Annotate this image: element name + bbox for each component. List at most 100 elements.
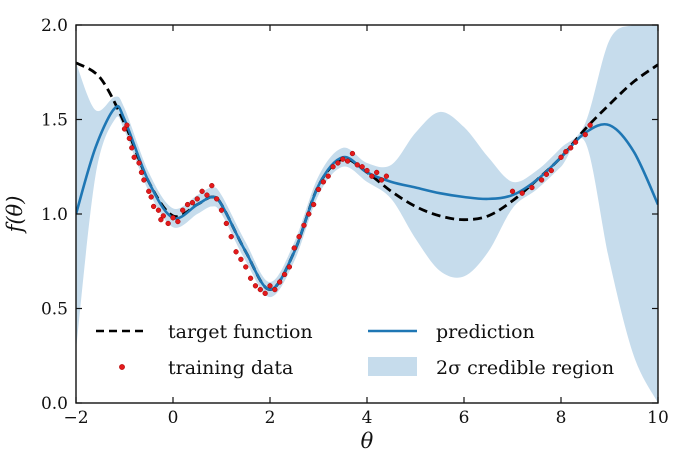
training-point [199,188,205,194]
training-point [325,173,331,179]
training-point [252,283,259,289]
training-point [349,150,356,157]
y-axis-label: f(θ) [3,196,27,235]
x-axis-label: θ [361,429,374,453]
ticks: −2 0 2 4 6 8 10 0.0 0.5 1.0 1.5 2.0 [41,16,669,428]
training-point [364,167,370,174]
training-point [194,196,200,202]
plot-clip-group [76,25,658,403]
training-point [301,222,307,228]
legend-band-label: 2σ credible region [436,357,614,379]
y-tick-label: 1.0 [41,205,68,225]
training-point [165,220,171,227]
training-point [315,186,322,193]
training-point [286,264,293,270]
training-point [378,177,385,183]
x-tick-label: −2 [63,408,88,428]
training-point [538,177,545,183]
training-point [158,217,164,223]
training-point [306,211,312,217]
x-tick-label: 6 [459,408,470,428]
training-point [572,139,579,145]
training-point [124,122,130,128]
training-point [344,158,351,164]
legend-target-label: target function [168,321,313,343]
x-tick-label: 0 [168,408,179,428]
training-point [175,218,181,225]
training-point [359,164,365,170]
training-point [519,190,525,196]
training-point [340,156,346,162]
training-point [257,286,263,293]
legend: target function training data prediction… [96,321,614,379]
training-point [129,145,135,151]
training-points [121,122,593,297]
training-point [383,173,390,179]
training-point [141,177,147,183]
training-point [558,154,564,160]
training-point [184,201,191,208]
training-point [330,164,336,170]
training-point [155,207,162,213]
x-tick-label: 10 [647,408,669,428]
y-tick-label: 2.0 [41,16,68,36]
training-point [291,245,297,251]
prediction-line [76,104,658,291]
training-point [296,234,302,240]
training-point [218,207,225,213]
x-tick-label: 4 [362,408,373,428]
y-tick-label: 0.5 [41,300,68,320]
training-point [180,207,186,213]
training-point [121,126,128,132]
training-point [267,283,273,289]
training-point [126,135,133,142]
x-tick-label: 2 [265,408,276,428]
training-point [548,167,554,174]
training-point [543,171,550,177]
training-point [320,179,327,185]
training-point [529,184,535,191]
legend-training-label: training data [168,357,293,379]
plot-area [76,25,658,403]
training-point [568,145,574,151]
training-point [214,196,220,202]
y-tick-label: 0.0 [41,394,68,414]
training-point [262,290,268,297]
training-point [587,122,593,128]
training-point [189,200,196,206]
training-point [509,188,516,194]
training-point [563,148,569,155]
y-tick-label: 1.5 [41,111,68,131]
training-point [148,194,154,200]
training-point [136,160,142,166]
training-point [150,203,157,210]
training-point [204,192,210,198]
training-point [247,275,254,281]
legend-band-swatch [368,357,417,376]
training-point [369,173,375,179]
training-point [233,249,239,255]
training-point [160,213,166,219]
training-point [582,131,588,138]
training-point [374,169,380,176]
training-point [146,188,152,194]
training-point [277,279,283,285]
training-point [223,220,230,227]
training-point [311,201,317,208]
training-point [272,286,278,293]
training-point [170,215,176,221]
x-tick-label: 8 [556,408,567,428]
training-point [131,154,137,160]
training-point [281,271,288,278]
training-point [335,160,341,166]
training-point [238,256,244,263]
training-point [243,264,249,270]
training-point [209,183,215,189]
legend-training-swatch [119,364,125,370]
training-point [138,169,145,176]
training-point [228,234,234,240]
legend-prediction-label: prediction [436,321,535,343]
credible-band [76,25,658,403]
training-point [354,162,360,168]
